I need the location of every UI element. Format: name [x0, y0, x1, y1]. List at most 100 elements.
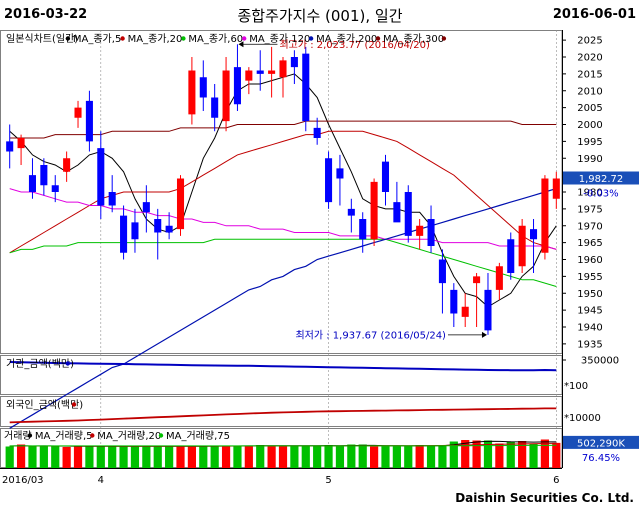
candle-body: [222, 70, 230, 122]
price-tick-label: 1935: [577, 339, 602, 350]
candle-body: [347, 208, 355, 216]
candle-body: [40, 165, 48, 186]
start-date: 2016-03-22: [4, 7, 88, 22]
candle-body: [393, 202, 401, 223]
last-change-label: -0.03%: [583, 189, 618, 200]
candle-body: [427, 219, 435, 246]
high-arrow-head: [238, 41, 244, 48]
volume-bar: [335, 446, 345, 468]
last-price-box: [563, 171, 639, 185]
volume-bar: [267, 446, 276, 468]
volume-bar: [62, 447, 71, 468]
volume-legend-item: MA_거래량,5: [35, 430, 93, 442]
volume-bar: [85, 446, 94, 468]
x-tick-label: 2016/03: [2, 475, 44, 486]
panel-frame: [0, 355, 563, 395]
candle-body: [85, 100, 93, 142]
volume-bar: [221, 445, 231, 468]
price-tick-label: 2020: [577, 53, 602, 64]
price-tick-label: 1955: [577, 272, 602, 283]
candle-body: [17, 138, 25, 149]
candle-body: [461, 306, 469, 317]
candle-body: [495, 266, 503, 290]
volume-bar: [404, 446, 413, 468]
candle-body: [142, 202, 150, 213]
candle-body: [484, 289, 492, 331]
legend-dot: [441, 36, 447, 41]
price-tick-label: 1980: [577, 188, 602, 199]
candle-body: [199, 77, 207, 98]
candle-body: [74, 107, 82, 118]
legend-dot: [242, 36, 247, 41]
price-legend-item: MA_종가,300: [383, 33, 444, 45]
volume-bar: [187, 446, 196, 468]
candle-body: [507, 239, 515, 273]
chart-header: 2016-03-22 종합주가지수 (001), 일간 2016-06-01: [0, 0, 640, 30]
candle-body: [473, 276, 481, 284]
ma-line: [9, 188, 557, 429]
brand-label: Daishin Securities Co. Ltd.: [455, 491, 634, 505]
candle-body: [370, 181, 378, 240]
institution-scale-label: *100: [564, 381, 588, 392]
volume-bar: [438, 445, 447, 468]
volume-bar: [472, 440, 481, 468]
price-tick-label: 2000: [577, 120, 602, 131]
legend-dot: [181, 36, 186, 41]
volume-bar: [495, 443, 504, 468]
chart-title: 종합주가지수 (001), 일간: [237, 7, 403, 25]
last-volume-label: 502,290K: [577, 438, 625, 449]
candle-body: [438, 259, 446, 284]
volume-bar: [165, 446, 174, 468]
legend-dot: [158, 433, 164, 438]
volume-bar: [96, 446, 105, 468]
price-tick-label: 1990: [577, 154, 602, 165]
volume-bar: [483, 440, 493, 468]
panel-frame: [0, 30, 563, 354]
price-tick-label: 2025: [577, 36, 602, 47]
volume-bar: [324, 445, 333, 468]
candle-body: [176, 178, 185, 230]
volume-bar: [358, 444, 367, 468]
volume-bar: [28, 446, 37, 468]
institution-tick-label: 350000: [581, 356, 619, 367]
candle-body: [359, 219, 367, 240]
volume-bar: [153, 446, 162, 468]
volume-bar: [142, 446, 151, 468]
candle-body: [165, 225, 173, 233]
candle-body: [279, 60, 287, 78]
price-tick-label: 1970: [577, 221, 602, 232]
panel-frame: [0, 396, 563, 427]
candle-body: [256, 70, 264, 74]
price-legend-item: MA_종가,200: [316, 33, 377, 45]
volume-bar: [73, 446, 83, 468]
candle-body: [302, 53, 310, 122]
volume-bar: [518, 441, 527, 468]
volume-legend-item: MA_거래량,75: [166, 430, 230, 442]
legend-dot: [65, 361, 71, 366]
volume-pct-label: 76.45%: [582, 453, 620, 464]
candle-body: [290, 57, 298, 68]
volume-bar: [506, 442, 515, 468]
last-price-label: 1,982.72: [579, 174, 624, 185]
legend-dot: [375, 36, 381, 41]
volume-bar: [119, 446, 128, 468]
volume-bar: [370, 446, 379, 468]
x-tick-label: 4: [98, 475, 104, 486]
price-legend-item: MA_종가,5: [73, 33, 121, 45]
ma-line: [9, 130, 557, 254]
price-legend-item: MA_종가,120: [249, 33, 310, 45]
candle-body: [325, 158, 333, 203]
volume-bar: [449, 441, 458, 468]
price-tick-label: 1995: [577, 137, 602, 148]
foreigner-line: [9, 407, 557, 424]
x-tick-label: 6: [553, 475, 559, 486]
price-tick-label: 2005: [577, 103, 602, 114]
volume-bar: [415, 445, 424, 468]
candle-body: [233, 67, 241, 105]
high-annotation: 최고가 : 2,023.77 (2016/04/20): [279, 39, 430, 51]
candle-body: [154, 219, 162, 233]
candle-body: [211, 97, 219, 118]
volume-legend-item: MA_거래량,20: [97, 430, 161, 442]
volume-bar: [540, 439, 550, 468]
